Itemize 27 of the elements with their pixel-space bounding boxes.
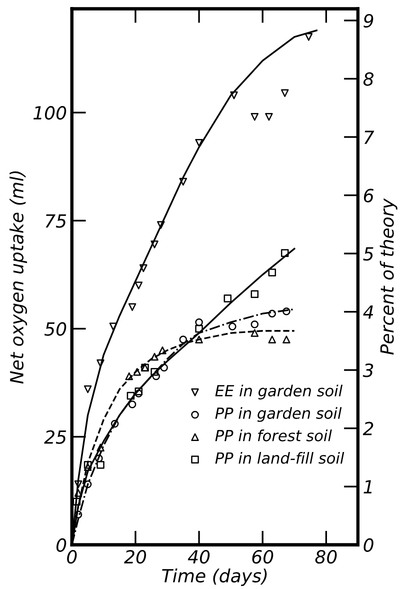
x-tick-label: 40 — [188, 550, 210, 564]
y2-tick-label: 0 — [364, 538, 374, 552]
y2-tick-label: 5 — [363, 247, 374, 261]
x-tick-label: 0 — [67, 550, 77, 564]
y2-tick-label: 6 — [364, 188, 374, 202]
legend-label: PP in land-fill soil — [215, 452, 344, 464]
legend-label: PP in forest soil — [215, 430, 332, 442]
y2-tick-label: 2 — [362, 422, 374, 436]
y-tick-label: 75 — [46, 214, 66, 228]
y2-tick-label: 4 — [363, 305, 374, 319]
y2-tick-label: 1 — [364, 480, 372, 494]
x-tick-label: 20 — [124, 550, 146, 564]
y-axis-title: Net oxygen uptake (ml) — [10, 171, 28, 384]
y2-tick-label: 3 — [362, 364, 374, 378]
x-tick-label: 80 — [315, 550, 337, 564]
y2-tick-label: 7 — [364, 130, 374, 144]
y-tick-label: 50 — [44, 322, 66, 336]
y2-tick-label: 8 — [363, 72, 374, 86]
x-tick-label: 60 — [252, 550, 274, 564]
legend-label: PP in garden soil — [215, 407, 342, 422]
y2-tick-label: 9 — [364, 14, 374, 28]
y-tick-label: 100 — [33, 106, 66, 120]
y-tick-label: 25 — [44, 430, 66, 444]
y2-axis-title: Percent of theory — [380, 198, 398, 355]
legend-label: EE in garden soil — [215, 384, 343, 400]
y-tick-label: 0 — [56, 538, 66, 552]
x-axis-title: Time (days) — [162, 568, 267, 586]
